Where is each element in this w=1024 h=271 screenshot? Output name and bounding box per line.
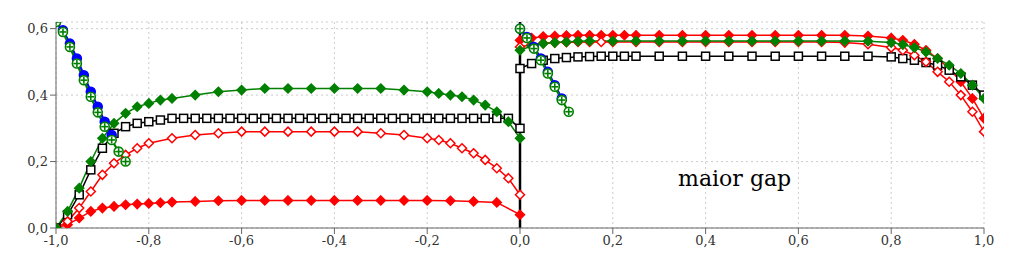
svg-text:-1,0: -1,0 [43, 233, 69, 249]
svg-text:-0,8: -0,8 [136, 233, 161, 248]
svg-text:0,0: 0,0 [27, 221, 48, 236]
svg-text:0,8: 0,8 [881, 233, 902, 248]
svg-text:0,6: 0,6 [788, 233, 809, 248]
svg-text:-0,4: -0,4 [322, 233, 347, 248]
svg-text:0,6: 0,6 [27, 21, 48, 36]
svg-text:1,0: 1,0 [974, 233, 995, 248]
svg-text:0,4: 0,4 [695, 233, 716, 248]
svg-text:0,0: 0,0 [510, 233, 531, 248]
svg-text:-0,2: -0,2 [415, 233, 440, 248]
svg-text:0,2: 0,2 [27, 154, 48, 169]
svg-text:0,2: 0,2 [602, 233, 623, 248]
svg-text:0,4: 0,4 [27, 88, 48, 103]
svg-text:maior gap: maior gap [678, 166, 791, 191]
svg-text:-0,6: -0,6 [229, 233, 254, 248]
